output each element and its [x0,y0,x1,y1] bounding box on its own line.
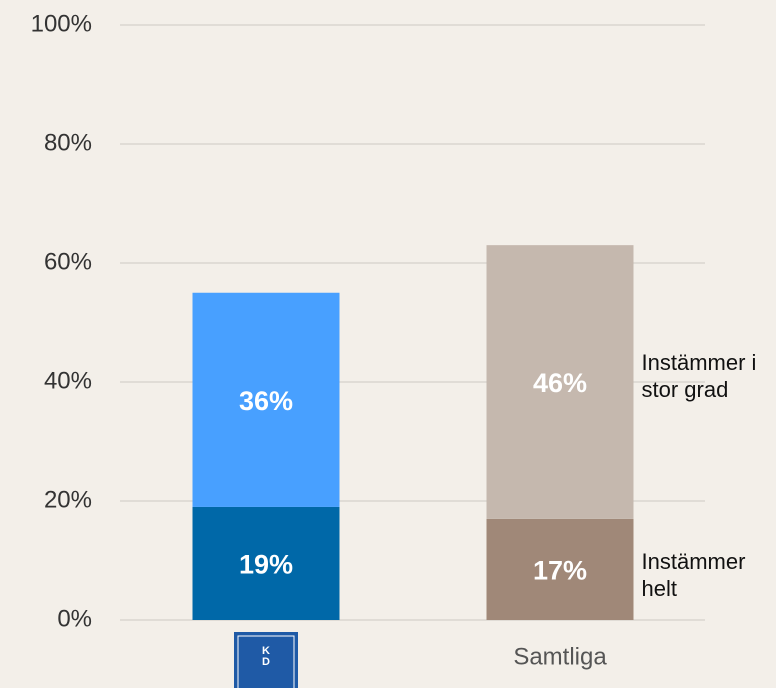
logo-text: K [262,645,270,657]
logo [234,632,298,688]
legend-label: Instämmer i stor grad [641,350,757,402]
logo-text: D [262,656,270,668]
y-tick-label: 20% [44,486,92,513]
value-label: 19% [239,550,293,580]
y-tick-label: 80% [44,129,92,156]
value-label: 17% [533,556,587,586]
bar-segment [192,292,340,507]
bar-segment [486,245,634,519]
bar-segment [192,506,340,620]
value-label: 36% [239,386,293,416]
x-tick-label: Samtliga [513,643,607,670]
value-label: 46% [533,368,587,398]
y-tick-label: 40% [44,367,92,394]
bar-segment [486,518,634,620]
y-tick-label: 100% [31,10,92,37]
logo-frame [237,635,295,688]
legend-label: Instämmer helt [641,549,746,602]
y-tick-label: 60% [44,248,92,275]
y-tick-label: 0% [57,605,92,632]
